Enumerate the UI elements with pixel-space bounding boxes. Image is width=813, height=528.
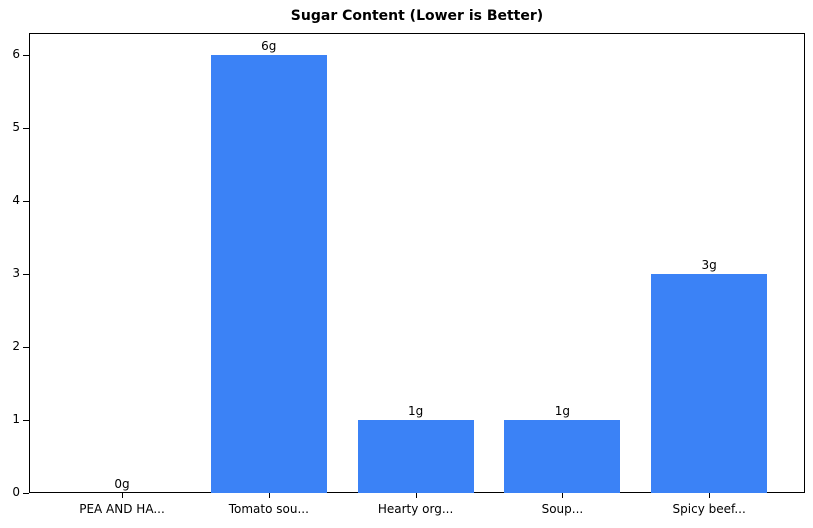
y-tick — [23, 128, 29, 129]
x-tick-label: PEA AND HA... — [79, 502, 165, 516]
bar — [651, 273, 768, 493]
bar — [504, 419, 621, 493]
x-tick — [709, 493, 710, 498]
x-tick-label: Tomato sou... — [228, 502, 309, 516]
bar-value-label: 6g — [261, 38, 277, 53]
y-tick-label: 3 — [12, 266, 20, 280]
y-tick — [23, 55, 29, 56]
x-tick-label: Spicy beef... — [672, 502, 746, 516]
y-tick-label: 6 — [12, 47, 20, 61]
x-tick — [562, 493, 563, 498]
bar-value-label: 1g — [554, 403, 571, 418]
bar — [357, 419, 474, 493]
y-tick-label: 4 — [12, 193, 20, 207]
x-tick-label: Hearty org... — [377, 502, 454, 516]
y-tick — [23, 420, 29, 421]
y-tick — [23, 274, 29, 275]
chart-title: Sugar Content (Lower is Better) — [290, 8, 544, 24]
y-tick-label: 1 — [12, 412, 20, 426]
y-tick-label: 2 — [12, 339, 20, 353]
x-tick-label: Soup... — [541, 502, 584, 516]
bar-value-label: 0g — [114, 477, 130, 491]
y-tick-label: 0 — [12, 485, 20, 499]
bar-value-label: 3g — [701, 257, 717, 272]
bar-value-label: 1g — [407, 403, 424, 418]
y-tick — [23, 493, 29, 494]
x-tick — [416, 493, 417, 498]
bar — [210, 54, 327, 493]
x-tick — [122, 493, 123, 498]
y-tick-label: 5 — [12, 120, 20, 134]
x-tick — [269, 493, 270, 498]
y-tick — [23, 347, 29, 348]
y-tick — [23, 201, 29, 202]
